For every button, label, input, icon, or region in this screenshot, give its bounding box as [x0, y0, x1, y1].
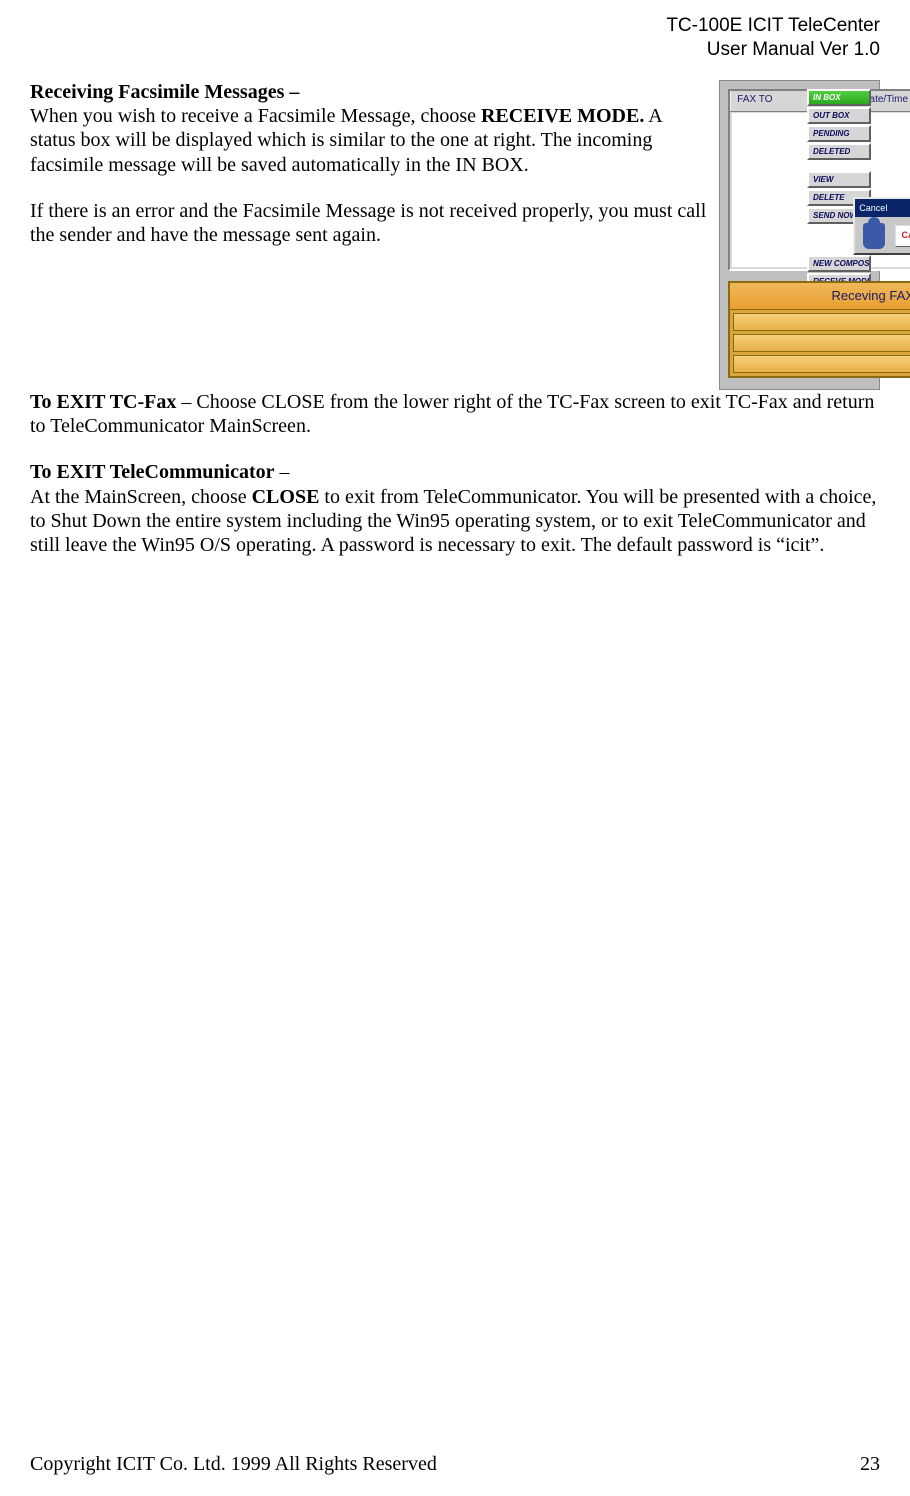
status-bar-1	[733, 313, 910, 331]
status-title: Receving FAX Mode	[730, 283, 910, 310]
btn-inbox[interactable]: IN BOX	[807, 89, 871, 106]
para-receiving: Receiving Facsimile Messages – When you …	[30, 80, 707, 178]
btn-view[interactable]: VIEW	[807, 171, 871, 188]
btn-newcompose[interactable]: NEW COMPOSE	[807, 255, 871, 272]
footer-copyright: Copyright ICIT Co. Ltd. 1999 All Rights …	[30, 1453, 437, 1476]
btn-deleted[interactable]: DELETED	[807, 143, 871, 160]
fax-screenshot: FAX TO Date/Time Subject IN BOX OUT BOX …	[719, 80, 880, 390]
section1-title: Receiving Facsimile Messages –	[30, 81, 299, 103]
para-error: If there is an error and the Facsimile M…	[30, 199, 707, 248]
section2-title: To EXIT TC-Fax	[30, 391, 176, 413]
btn-pending[interactable]: PENDING	[807, 125, 871, 142]
section3-title: To EXIT TeleCommunicator	[30, 461, 274, 483]
status-bar-2	[733, 334, 910, 352]
status-panel: Receving FAX Mode	[728, 281, 910, 378]
section1-p1b: RECEIVE MODE.	[481, 105, 644, 127]
section1-p1a: When you wish to receive a Facsimile Mes…	[30, 105, 481, 127]
status-bar-3	[733, 355, 910, 373]
header-line2: User Manual Ver 1.0	[30, 38, 880, 62]
para-exit-telecom: To EXIT TeleCommunicator – At the MainSc…	[30, 460, 880, 558]
footer-pagenum: 23	[860, 1453, 880, 1476]
section2-dash: –	[176, 391, 196, 413]
person-icon	[863, 223, 885, 249]
header-line1: TC-100E ICIT TeleCenter	[30, 14, 880, 38]
section3-pa: At the MainScreen, choose	[30, 486, 252, 508]
btn-outbox[interactable]: OUT BOX	[807, 107, 871, 124]
cancel-dialog: Cancel × CANCEL	[853, 197, 910, 255]
dialog-title-text: Cancel	[859, 203, 887, 213]
section3-pb: CLOSE	[252, 486, 320, 508]
cancel-button[interactable]: CANCEL	[895, 225, 910, 247]
para-exit-tcfax: To EXIT TC-Fax – Choose CLOSE from the l…	[30, 390, 880, 439]
page-footer: Copyright ICIT Co. Ltd. 1999 All Rights …	[30, 1453, 880, 1476]
section3-dash: –	[274, 461, 289, 483]
dialog-titlebar[interactable]: Cancel ×	[855, 199, 910, 217]
page-header: TC-100E ICIT TeleCenter User Manual Ver …	[30, 14, 880, 62]
